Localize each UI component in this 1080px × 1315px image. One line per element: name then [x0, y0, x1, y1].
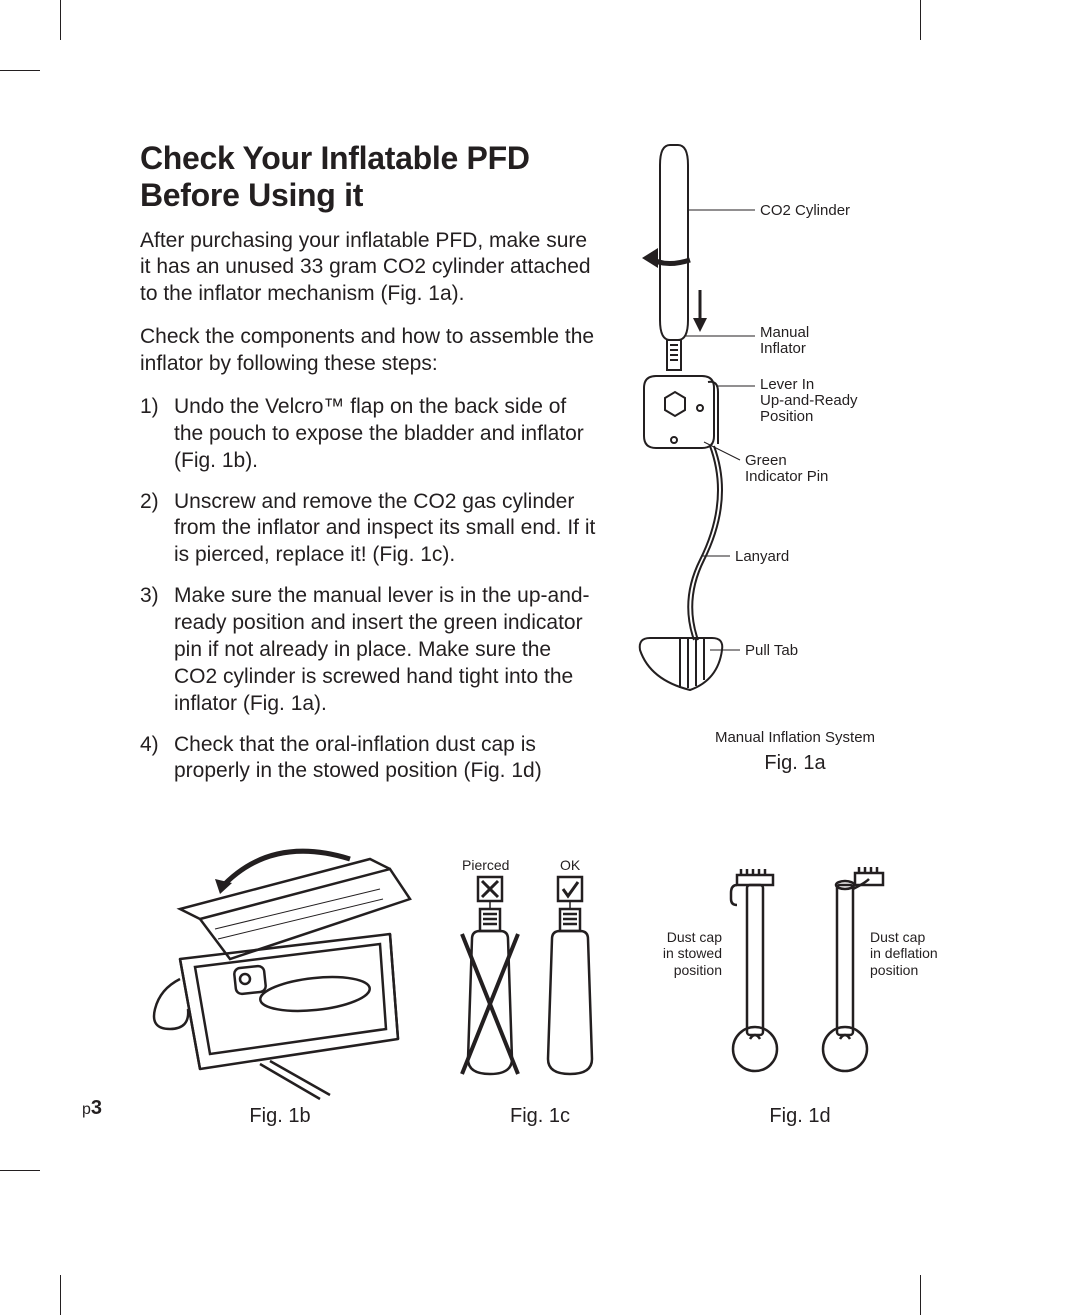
- crop-mark: [60, 1275, 61, 1315]
- page-number: p3: [82, 1097, 102, 1120]
- label-stowed-3: position: [674, 962, 722, 978]
- step-2: 2)Unscrew and remove the CO2 gas cylinde…: [140, 489, 600, 570]
- crop-mark: [0, 1170, 40, 1171]
- fig1c-svg: [450, 839, 630, 1099]
- step-text: Make sure the manual lever is in the up-…: [174, 584, 590, 715]
- fig1b-caption: Fig. 1b: [249, 1105, 310, 1128]
- fig1a-svg: [630, 140, 940, 720]
- bottom-figure-row: Fig. 1b: [140, 839, 940, 1128]
- crop-mark: [920, 0, 921, 40]
- label-lanyard: Lanyard: [735, 548, 789, 565]
- label-ok: OK: [560, 857, 580, 873]
- content-area: Check Your Inflatable PFD Before Using i…: [140, 140, 940, 1128]
- figure-1d: Dust cap in stowed position Dust cap in …: [660, 839, 940, 1128]
- label-lever-line1: Lever In: [760, 376, 814, 393]
- label-stowed-1: Dust cap: [667, 929, 722, 945]
- label-pull-tab: Pull Tab: [745, 642, 798, 659]
- label-green-line1: Green: [745, 452, 787, 469]
- figure-1a: CO2 Cylinder Manual Inflator Lever In Up…: [630, 140, 940, 799]
- label-co2-cylinder: CO2 Cylinder: [760, 202, 850, 219]
- fig1c-caption: Fig. 1c: [510, 1105, 570, 1128]
- label-lever-line2: Up-and-Ready: [760, 392, 858, 409]
- page-prefix: p: [82, 1101, 91, 1118]
- crop-mark: [920, 1275, 921, 1315]
- label-green-line2: Indicator Pin: [745, 468, 828, 485]
- label-lever-line3: Position: [760, 408, 813, 425]
- page-number-value: 3: [91, 1097, 102, 1119]
- fig1a-system-label: Manual Inflation System: [650, 729, 940, 746]
- step-text: Check that the oral-inflation dust cap i…: [174, 733, 542, 783]
- page: Check Your Inflatable PFD Before Using i…: [0, 0, 1080, 1315]
- page-title: Check Your Inflatable PFD Before Using i…: [140, 140, 600, 214]
- label-deflation-3: position: [870, 962, 918, 978]
- crop-mark: [0, 70, 40, 71]
- label-inflator: Inflator: [760, 340, 806, 357]
- label-stowed-2: in stowed: [663, 945, 722, 961]
- crop-mark: [60, 0, 61, 40]
- fig1a-caption: Fig. 1a: [650, 752, 940, 775]
- label-manual: Manual: [760, 324, 809, 341]
- step-text: Undo the Velcro™ flap on the back side o…: [174, 395, 584, 472]
- step-1: 1)Undo the Velcro™ flap on the back side…: [140, 394, 600, 475]
- label-deflation-2: in deflation: [870, 945, 938, 961]
- label-pierced: Pierced: [462, 857, 509, 873]
- intro-paragraph-1: After purchasing your inflatable PFD, ma…: [140, 228, 600, 309]
- label-deflation-1: Dust cap: [870, 929, 925, 945]
- fig1d-caption: Fig. 1d: [769, 1105, 830, 1128]
- step-text: Unscrew and remove the CO2 gas cylinder …: [174, 490, 595, 567]
- fig1b-svg: [140, 839, 420, 1099]
- step-4: 4)Check that the oral-inflation dust cap…: [140, 732, 600, 786]
- text-column: Check Your Inflatable PFD Before Using i…: [140, 140, 600, 799]
- figure-1b: Fig. 1b: [140, 839, 420, 1128]
- steps-list: 1)Undo the Velcro™ flap on the back side…: [140, 394, 600, 785]
- figure-1c: Pierced OK Fig. 1c: [450, 839, 630, 1128]
- intro-paragraph-2: Check the components and how to assemble…: [140, 324, 600, 378]
- step-3: 3)Make sure the manual lever is in the u…: [140, 583, 600, 717]
